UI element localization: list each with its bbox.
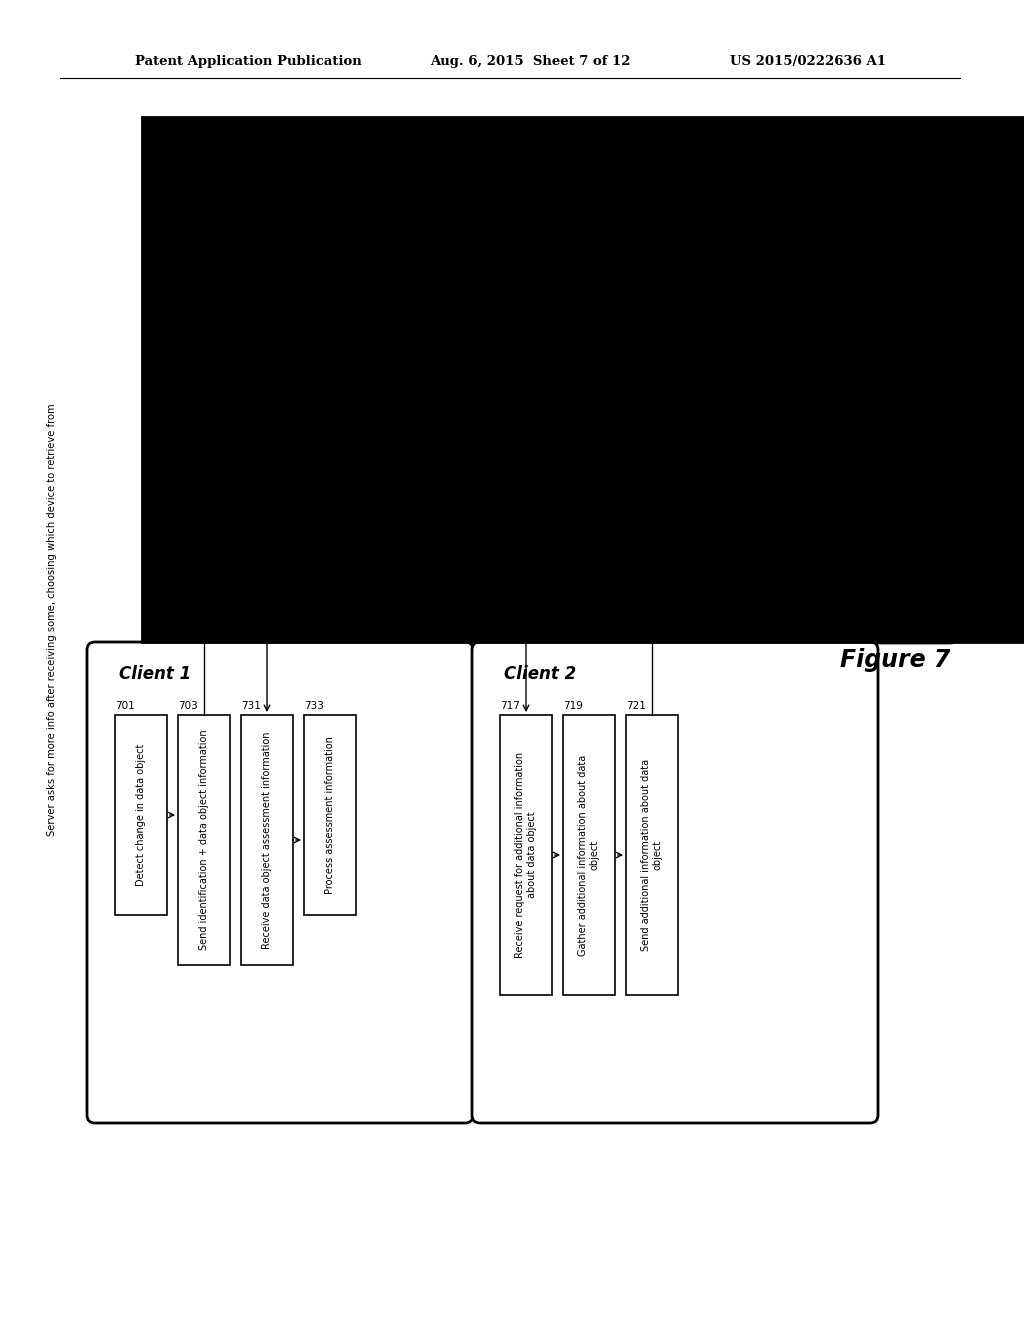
Text: 725: 725 [659, 195, 679, 206]
Text: 717: 717 [500, 701, 520, 711]
Text: 705: 705 [175, 181, 195, 191]
Bar [659, 210, 711, 470]
Text: 703: 703 [178, 701, 198, 711]
FancyBboxPatch shape [472, 642, 878, 1123]
Bar [237, 215, 289, 455]
Text: Process assessment information: Process assessment information [325, 737, 335, 894]
Bar [460, 160, 935, 620]
Text: Send data object assessment information: Send data object assessment information [821, 243, 831, 446]
Bar [626, 715, 678, 995]
Bar [470, 215, 522, 445]
Bar [178, 715, 230, 965]
Text: 731: 731 [241, 701, 261, 711]
Text: Gather additional information about data
object: Gather additional information about data… [579, 754, 600, 956]
Text: Patent Application Publication: Patent Application Publication [135, 55, 361, 69]
Text: Figure 7: Figure 7 [840, 648, 950, 672]
FancyBboxPatch shape [147, 127, 958, 643]
Text: 733: 733 [304, 701, 324, 711]
Bar [115, 715, 167, 915]
Text: 715: 715 [534, 181, 553, 191]
Text: 701: 701 [115, 701, 135, 711]
Text: Client 2: Client 2 [504, 665, 577, 682]
Text: 727: 727 [722, 206, 741, 216]
Bar [534, 195, 585, 475]
Text: Store additional data object information: Store additional data object information [680, 243, 690, 437]
Text: 723: 723 [596, 201, 615, 211]
Text: Detect change in data object: Detect change in data object [136, 743, 146, 886]
Text: No: No [408, 370, 422, 380]
Text: Analyze data object if necessary: Analyze data object if necessary [743, 246, 753, 404]
Bar [241, 715, 293, 965]
Text: Need additional data
object information?: Need additional data object information? [355, 335, 375, 430]
Bar [500, 715, 552, 995]
Text: Server asks for more info after receiving some, choosing which device to retriev: Server asks for more info after receivin… [47, 404, 57, 837]
Text: 719: 719 [563, 701, 583, 711]
Text: Store data object information: Store data object information [258, 263, 268, 407]
Bar [596, 215, 648, 445]
Text: 709: 709 [237, 201, 257, 211]
Text: Send identification + data object information: Send identification + data object inform… [199, 730, 209, 950]
Text: Send additional information about data
object: Send additional information about data o… [641, 759, 663, 952]
Text: Receive additional data object: Receive additional data object [617, 256, 627, 404]
Polygon shape [315, 271, 406, 490]
Text: 713: 713 [470, 201, 489, 211]
Text: US 2015/0222636 A1: US 2015/0222636 A1 [730, 55, 886, 69]
Text: Client 1: Client 1 [119, 665, 191, 682]
Text: 721: 721 [626, 701, 646, 711]
Bar [175, 195, 227, 506]
Bar [563, 715, 615, 995]
Text: Server: Server [186, 150, 254, 168]
Text: 711: 711 [408, 358, 428, 368]
Text: Request additional data object information: Request additional data object informati… [554, 230, 564, 440]
Text: Aug. 6, 2015  Sheet 7 of 12: Aug. 6, 2015 Sheet 7 of 12 [430, 55, 631, 69]
Text: Choose device to request data from: Choose device to request data from [490, 243, 501, 417]
Text: Yes: Yes [334, 506, 350, 515]
Text: Receive data object assessment information: Receive data object assessment informati… [262, 731, 272, 949]
Text: Receive request for additional information
about data object: Receive request for additional informati… [515, 752, 537, 958]
Text: 729: 729 [800, 181, 820, 191]
Text: Receive identification + data object
information: Receive identification + data object inf… [190, 263, 212, 437]
Bar [722, 220, 774, 430]
Bar [800, 195, 852, 495]
FancyBboxPatch shape [87, 642, 473, 1123]
Bar [304, 715, 356, 915]
